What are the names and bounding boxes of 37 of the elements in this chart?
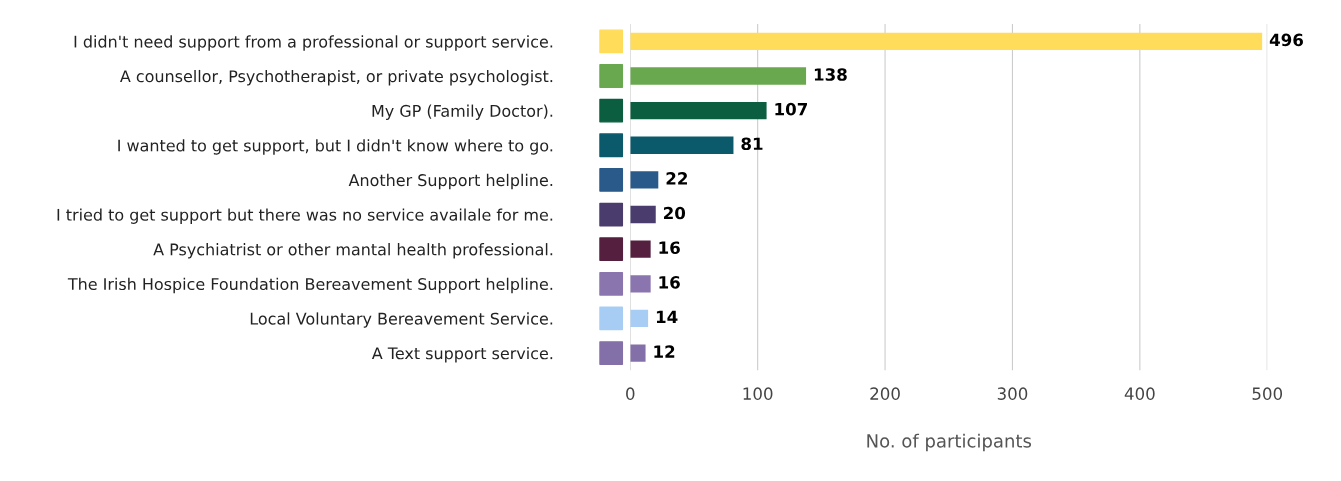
y-tick-label: A Psychiatrist or other mantal health professional. (153, 243, 553, 259)
x-tick-label: 300 (997, 387, 1028, 400)
x-tick-label: 400 (1124, 387, 1155, 400)
bar (630, 101, 767, 120)
y-tick-label: My GP (Family Doctor). (372, 104, 553, 121)
bar (630, 136, 734, 154)
x-tick-label: 0 (626, 387, 635, 400)
x-tick-label: 100 (743, 387, 773, 400)
x-tick-label: 500 (1252, 387, 1283, 400)
bar (630, 32, 1263, 51)
data-label: 496 (1269, 33, 1303, 47)
data-label: 14 (656, 310, 678, 324)
y-tick-label: The Irish Hospice Foundation Bereavement Support helpline. (67, 277, 553, 294)
data-label: 22 (666, 172, 687, 185)
bar (630, 171, 659, 189)
bar (630, 240, 651, 258)
x-tick-label: 200 (870, 387, 900, 400)
bar (630, 205, 656, 224)
y-tick-label: I tried to get support but there was no service availale for me. (57, 208, 553, 224)
data-label: 16 (659, 241, 680, 254)
y-tick-label: A Text support service. (371, 346, 553, 363)
y-tick-label: I wanted to get support, but I didn't know where to go. (118, 139, 553, 155)
data-label: 81 (741, 137, 763, 151)
x-axis-title: No. of participants (867, 433, 1032, 452)
data-label: 12 (654, 345, 675, 358)
bar (630, 67, 807, 85)
data-label: 20 (664, 206, 686, 220)
y-tick-label: Local Voluntary Bereavement Service. (250, 312, 553, 328)
data-label: 107 (775, 102, 807, 116)
data-label: 138 (814, 68, 847, 81)
bar (630, 344, 646, 362)
y-tick-label: Another Support helpline. (348, 173, 553, 190)
bar (630, 275, 651, 293)
y-tick-label: I didn't need support from a professional or support service. (74, 35, 553, 51)
y-tick-label: A counsellor, Psychotherapist, or private psychologist. (120, 69, 553, 86)
data-label: 16 (659, 276, 680, 289)
bar (630, 309, 649, 328)
